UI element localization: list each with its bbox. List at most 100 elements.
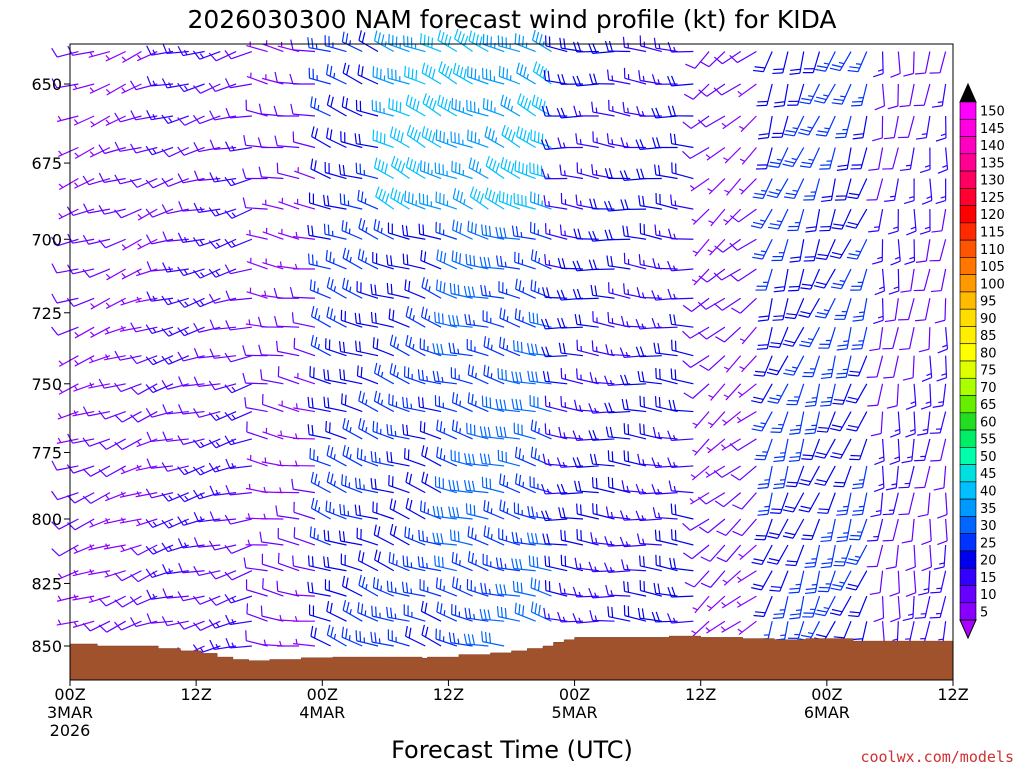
wind-barb xyxy=(463,633,489,647)
barb-feather xyxy=(146,613,152,624)
barb-feather xyxy=(161,380,168,390)
barb-staff xyxy=(121,438,142,451)
barb-feather xyxy=(51,460,58,471)
barb-feather xyxy=(768,368,780,372)
wind-barb xyxy=(511,558,536,572)
barb-feather xyxy=(469,504,472,515)
barb-feather xyxy=(641,608,645,619)
wind-barb xyxy=(324,162,347,180)
barb-feather xyxy=(518,280,522,291)
barb-staff xyxy=(707,518,726,534)
wind-barb xyxy=(463,479,489,494)
barb-feather xyxy=(623,580,626,592)
wind-barb xyxy=(114,141,142,152)
barb-feather xyxy=(434,311,436,323)
barb-feather xyxy=(800,505,811,510)
barb-feather xyxy=(423,161,426,173)
barb-feather xyxy=(788,459,800,462)
wind-barb xyxy=(177,516,205,526)
barb-feather xyxy=(390,255,393,266)
barb-feather xyxy=(177,266,185,276)
wind-barb xyxy=(889,438,901,466)
barb-feather xyxy=(576,288,582,300)
wind-barb xyxy=(192,297,221,308)
wind-barb xyxy=(326,127,347,149)
wind-barb xyxy=(590,532,615,546)
barb-feather xyxy=(654,396,657,407)
wind-barb xyxy=(355,99,379,117)
barb-half-feather xyxy=(152,327,157,333)
wind-barb xyxy=(918,327,931,353)
wind-barb xyxy=(293,527,316,546)
barb-feather xyxy=(392,309,395,321)
barb-feather xyxy=(937,168,948,174)
wind-barb xyxy=(224,544,253,554)
barb-feather xyxy=(452,480,456,491)
barb-feather xyxy=(495,226,499,238)
barb-feather xyxy=(209,172,215,183)
wind-barb xyxy=(224,593,253,604)
wind-barb xyxy=(636,168,662,180)
wind-barb xyxy=(479,608,505,622)
barb-staff xyxy=(56,50,79,58)
barb-feather xyxy=(651,74,657,85)
barb-feather xyxy=(514,33,517,44)
barb-half-feather xyxy=(247,513,251,519)
barb-staff xyxy=(725,518,742,536)
wind-barb xyxy=(736,595,757,608)
wind-barb xyxy=(242,372,268,385)
barb-feather xyxy=(818,508,830,511)
barb-feather xyxy=(421,126,426,137)
barb-feather xyxy=(520,95,525,106)
wind-barb xyxy=(354,477,379,494)
barb-feather xyxy=(729,54,738,63)
wind-barb xyxy=(784,298,805,320)
barb-feather xyxy=(307,555,310,566)
wind-barb xyxy=(834,298,852,320)
barb-feather xyxy=(771,508,782,511)
wind-barb xyxy=(130,80,158,91)
barb-feather xyxy=(516,126,520,137)
barb-half-feather xyxy=(120,545,125,551)
barb-half-feather xyxy=(641,515,645,521)
barb-feather xyxy=(667,613,672,624)
wind-barb xyxy=(730,465,757,481)
barb-feather xyxy=(589,198,594,209)
barb-feather xyxy=(847,583,859,588)
barb-feather xyxy=(146,589,152,600)
barb-staff xyxy=(199,595,221,605)
barb-feather xyxy=(439,281,442,292)
barb-feather xyxy=(344,475,347,487)
wind-barb xyxy=(308,192,331,210)
barb-feather xyxy=(435,279,439,291)
barb-feather xyxy=(496,606,499,617)
wind-barb xyxy=(90,115,111,128)
wind-barb xyxy=(849,438,868,461)
barb-feather xyxy=(656,137,661,148)
barb-feather xyxy=(511,225,515,237)
barb-feather xyxy=(608,168,613,179)
barb-feather xyxy=(457,31,462,42)
barb-feather xyxy=(358,505,361,516)
wind-barb xyxy=(225,141,252,152)
barb-feather xyxy=(449,529,452,540)
barb-staff xyxy=(230,268,252,275)
wind-barb xyxy=(557,317,584,329)
wind-barb xyxy=(559,164,584,180)
barb-feather xyxy=(98,204,105,215)
wind-barb xyxy=(357,248,379,270)
barb-feather xyxy=(407,67,410,78)
barb-feather xyxy=(905,405,917,411)
barb-half-feather xyxy=(625,514,629,521)
wind-barb xyxy=(178,376,205,387)
wind-barb xyxy=(244,397,268,413)
barb-feather xyxy=(800,310,811,315)
barb-feather xyxy=(361,392,366,403)
barb-feather xyxy=(576,503,578,515)
barb-feather xyxy=(192,269,201,279)
barb-feather xyxy=(658,530,661,542)
barb-feather xyxy=(635,483,641,495)
barb-staff xyxy=(907,115,915,138)
wind-barb xyxy=(208,238,237,250)
barb-half-feather xyxy=(105,54,110,60)
